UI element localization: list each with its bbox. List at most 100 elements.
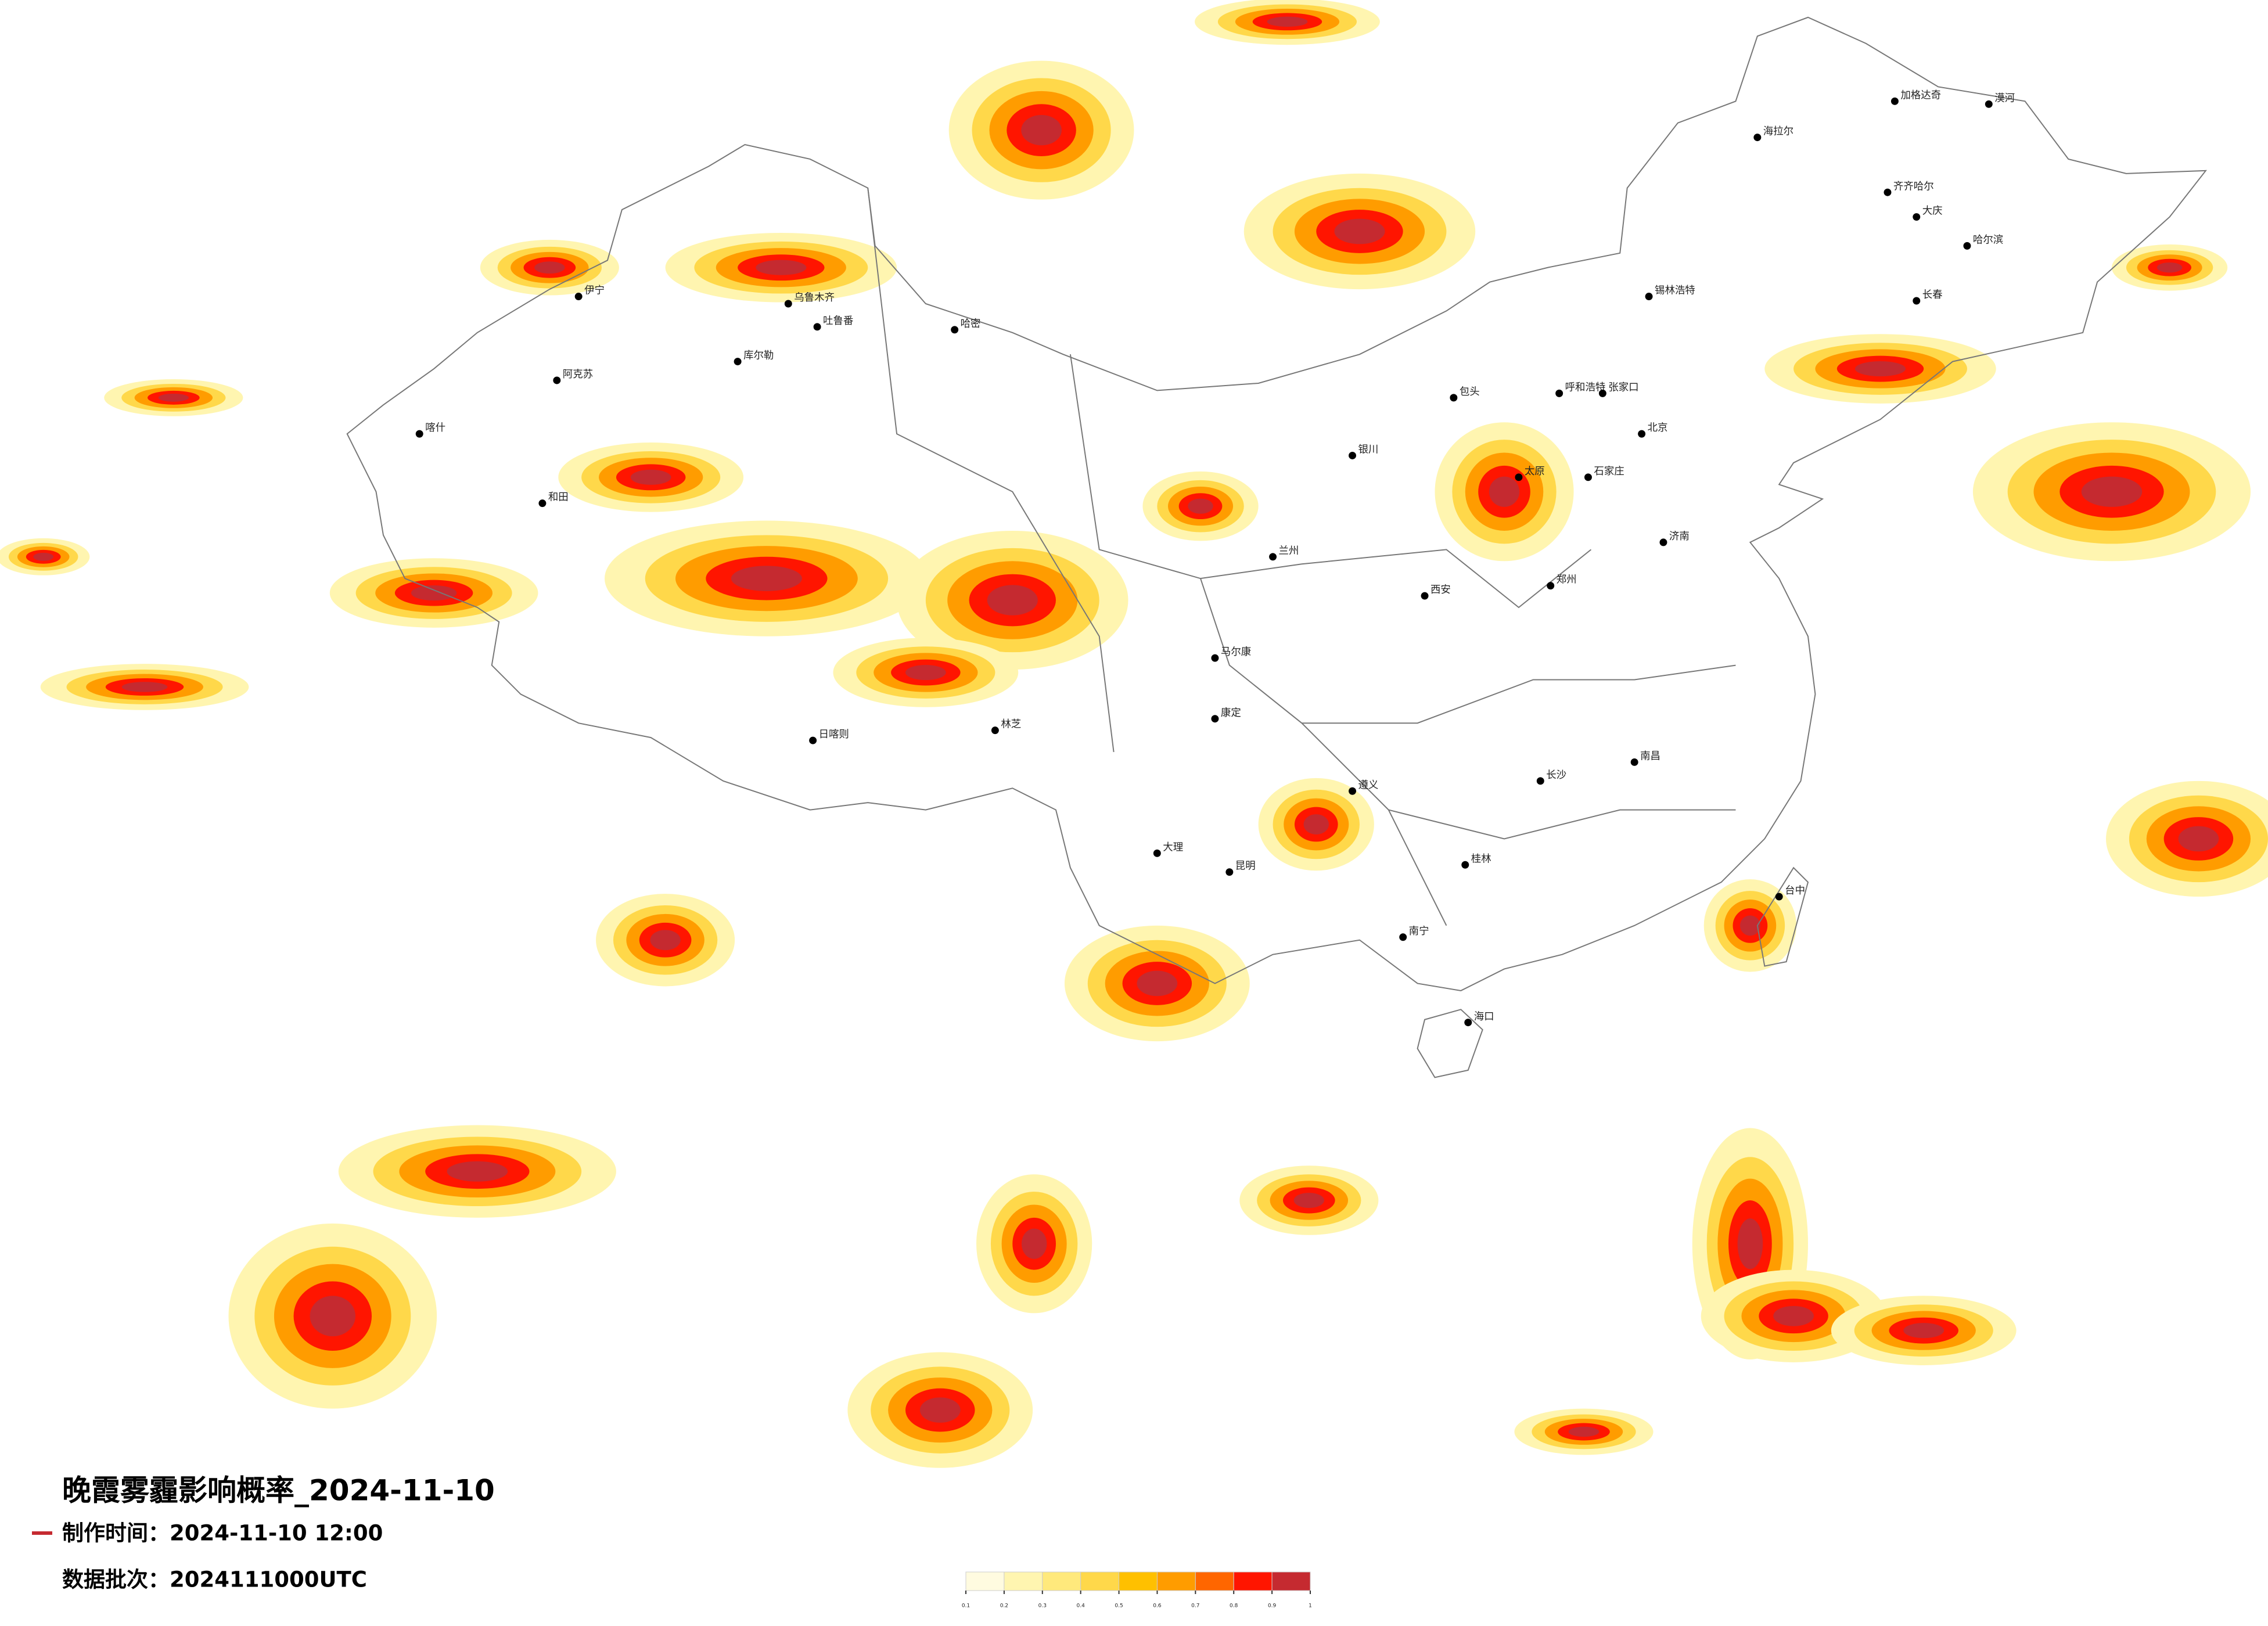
city-dot xyxy=(1269,553,1277,561)
map-title: 晚霞雾霾影响概率_2024-11-10 xyxy=(62,1474,495,1508)
city-label: 锡林浩特 xyxy=(1655,285,1695,297)
colorbar-tick-label: 0.5 xyxy=(1115,1603,1123,1609)
colorbar-swatch xyxy=(1042,1571,1081,1591)
haze-patch xyxy=(2178,826,2219,852)
city-label: 马尔康 xyxy=(1221,646,1251,658)
city-label: 太原 xyxy=(1525,466,1545,477)
city-label: 海拉尔 xyxy=(1763,126,1793,138)
city-label: 大理 xyxy=(1163,841,1183,853)
haze-patch xyxy=(630,469,671,485)
city-label: 哈密 xyxy=(961,318,981,330)
city-label: 南宁 xyxy=(1409,926,1429,937)
haze-patch xyxy=(1334,218,1385,244)
haze-patch xyxy=(1903,1323,1944,1339)
city-dot xyxy=(1536,777,1544,785)
haze-patch xyxy=(2156,262,2183,273)
city-label: 长沙 xyxy=(1546,769,1566,781)
colorbar-swatch xyxy=(1080,1571,1120,1591)
city-dot xyxy=(1913,297,1921,305)
haze-patch xyxy=(534,261,565,274)
city-dot xyxy=(1421,592,1429,600)
colorbar-tick-label: 0.2 xyxy=(1000,1603,1008,1609)
island-border xyxy=(1417,1009,1483,1078)
city-dot xyxy=(1349,787,1356,795)
city-label: 南昌 xyxy=(1640,750,1660,762)
colorbar-swatch xyxy=(1119,1571,1158,1591)
city-label: 和田 xyxy=(548,492,569,503)
city-label: 漠河 xyxy=(1994,92,2015,104)
island-border xyxy=(1756,866,1809,967)
haze-field xyxy=(0,0,2268,1468)
colorbar-tick-label: 0.3 xyxy=(1038,1603,1047,1609)
haze-patch xyxy=(1021,114,1062,146)
city-dot xyxy=(574,293,583,301)
city-label: 石家庄 xyxy=(1594,466,1624,477)
colorbar-tick-label: 0.7 xyxy=(1191,1603,1199,1609)
city-dot xyxy=(553,376,561,384)
haze-patch xyxy=(1267,16,1308,27)
city-dot xyxy=(1890,97,1899,105)
colorbar-tick-label: 0.4 xyxy=(1077,1603,1086,1609)
haze-patch xyxy=(1854,361,1906,377)
city-label: 齐齐哈尔 xyxy=(1893,181,1934,192)
colorbar-tick-label: 0.6 xyxy=(1153,1603,1162,1609)
country-border xyxy=(346,16,2207,991)
city-dot xyxy=(1638,430,1646,438)
city-label: 长春 xyxy=(1922,289,1943,301)
city-label: 北京 xyxy=(1648,422,1668,434)
city-label: 台中 xyxy=(1785,885,1805,897)
haze-patch xyxy=(905,664,946,681)
city-dot xyxy=(1775,893,1783,901)
city-label: 济南 xyxy=(1669,531,1690,542)
city-dot xyxy=(538,499,547,508)
borders xyxy=(346,16,2207,1078)
city-label: 遵义 xyxy=(1358,779,1378,791)
province-border xyxy=(867,188,1736,926)
city-label: 阿克苏 xyxy=(563,369,593,380)
city-label: 银川 xyxy=(1358,444,1378,456)
colorbar-swatch xyxy=(1233,1571,1273,1591)
city-label: 郑州 xyxy=(1557,574,1577,586)
haze-patch xyxy=(987,585,1038,616)
production-time: 制作时间：2024-11-10 12:00 xyxy=(62,1521,383,1546)
haze-patch xyxy=(1568,1426,1600,1437)
haze-patch xyxy=(1737,1218,1763,1269)
haze-patch xyxy=(1773,1305,1814,1326)
city-label: 海口 xyxy=(1474,1011,1494,1023)
city-label: 康定 xyxy=(1221,707,1241,719)
city-label: 昆明 xyxy=(1235,861,1256,872)
colorbar-tick-label: 0.1 xyxy=(962,1603,970,1609)
city-label: 乌鲁木齐 xyxy=(794,292,835,304)
colorbar-swatch xyxy=(1156,1571,1196,1591)
city-label: 加格达奇 xyxy=(1900,89,1941,101)
haze-patch xyxy=(1021,1228,1047,1259)
city-dot xyxy=(1450,394,1458,402)
haze-patch xyxy=(756,260,807,275)
city-dot xyxy=(1598,389,1606,397)
city-label: 张家口 xyxy=(1608,382,1638,393)
city-label: 伊宁 xyxy=(584,285,605,297)
city-dot xyxy=(1211,654,1219,662)
colorbar-swatch xyxy=(965,1571,1005,1591)
haze-patch xyxy=(731,566,802,591)
haze-patch xyxy=(650,930,681,951)
city-dot xyxy=(1225,868,1234,876)
city-label: 兰州 xyxy=(1279,545,1299,557)
haze-patch xyxy=(1188,498,1213,514)
city-label: 桂林 xyxy=(1471,853,1491,865)
haze-patch xyxy=(1303,814,1329,834)
city-dot xyxy=(1584,473,1592,481)
city-dot xyxy=(784,300,792,308)
city-label: 大庆 xyxy=(1922,206,1943,217)
city-dot xyxy=(1753,134,1762,142)
city-dot xyxy=(1659,538,1667,546)
city-label: 包头 xyxy=(1460,386,1480,398)
colorbar-tick-label: 0.8 xyxy=(1230,1603,1238,1609)
city-label: 呼和浩特 xyxy=(1565,382,1606,393)
colorbar: 0.1 0.2 0.3 0.4 0.5 0.6 0.7 0.8 0.9 1 xyxy=(962,1571,1312,1609)
city-dot xyxy=(809,736,817,744)
city-label: 林芝 xyxy=(1001,719,1021,731)
city-dot xyxy=(1645,293,1653,301)
city-dot xyxy=(991,726,999,735)
city-dot xyxy=(734,358,742,366)
